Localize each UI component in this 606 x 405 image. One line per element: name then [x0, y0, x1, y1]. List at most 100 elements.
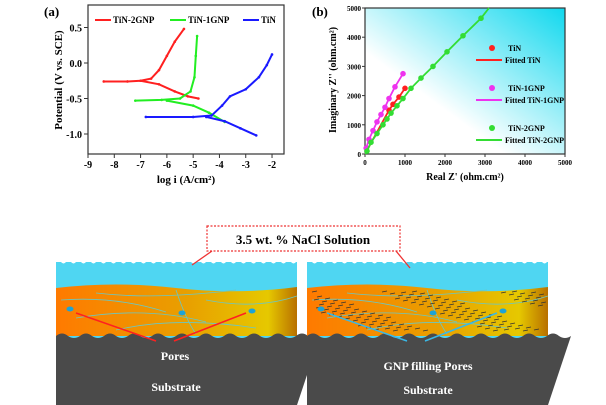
- gnp-flake: [366, 315, 373, 318]
- data-point: [257, 75, 261, 79]
- legend-label: TiN-1GNP: [188, 15, 230, 25]
- solution-arrow: [395, 250, 411, 269]
- solution-label-box: [206, 225, 401, 252]
- x-tick-label: -6: [163, 160, 171, 171]
- gnp-flake: [342, 309, 349, 312]
- series-line-TiN: [206, 115, 257, 137]
- legend-fit-label: Fitted TiN-2GNP: [505, 136, 564, 145]
- gnp-flake: [469, 312, 476, 315]
- solution-surface: [56, 255, 306, 264]
- gnp-flake: [352, 319, 359, 322]
- pore: [317, 306, 325, 312]
- data-point: [374, 130, 380, 137]
- data-point: [388, 110, 394, 116]
- data-point: [102, 80, 106, 83]
- data-point: [478, 15, 484, 22]
- pore: [429, 310, 437, 316]
- y-tick-label: 2000: [347, 93, 362, 101]
- data-point: [191, 104, 195, 107]
- gnp-flake: [376, 325, 383, 328]
- gnp-flake: [496, 315, 503, 318]
- data-point: [228, 95, 232, 98]
- data-point: [400, 70, 406, 77]
- gnp-flake: [522, 329, 529, 332]
- crack-line: [326, 312, 458, 323]
- data-point: [165, 54, 169, 58]
- gnp-flake: [503, 328, 510, 331]
- gnp-flake: [329, 302, 336, 305]
- gnp-flake: [426, 305, 433, 308]
- gnp-flake: [466, 315, 473, 318]
- gnp-flake: [495, 326, 502, 329]
- gnp-flake: [348, 303, 355, 306]
- data-point: [210, 114, 213, 117]
- gnp-flake: [331, 310, 338, 313]
- gnp-flake: [524, 297, 531, 300]
- gnp-flake: [369, 312, 376, 315]
- substrate-label: Substrate: [403, 383, 453, 397]
- gnp-flake: [324, 297, 331, 300]
- gnp-flake: [424, 297, 431, 300]
- gnp-flake: [450, 311, 457, 314]
- gnp-flake: [360, 321, 367, 324]
- gnp-flake: [377, 314, 384, 317]
- pore: [248, 308, 256, 314]
- solution-label: 3.5 wt. % NaCl Solution: [236, 232, 371, 247]
- data-point: [160, 98, 163, 102]
- panel-label: (b): [312, 4, 328, 19]
- coating-layer: [307, 284, 548, 336]
- crack-line: [75, 312, 207, 323]
- gnp-flake: [313, 298, 320, 301]
- crack-line: [175, 289, 197, 335]
- data-point: [386, 95, 392, 102]
- data-point: [186, 95, 190, 98]
- corrosion-diagram: Pores Substrate GNP filling Pores Substrate…: [56, 225, 571, 405]
- y-tick-label: 1000: [347, 122, 362, 130]
- data-point: [364, 148, 370, 154]
- data-point: [270, 53, 274, 56]
- solution-arrow: [191, 250, 213, 266]
- gnp-flake: [525, 326, 532, 329]
- gnp-flake: [403, 328, 410, 331]
- pore-arrow: [75, 312, 157, 342]
- data-point: [205, 115, 208, 119]
- gnp-flake: [533, 328, 540, 331]
- gnp-flake: [398, 323, 405, 326]
- x-tick-label: -3: [242, 160, 250, 171]
- gnp-flake: [532, 299, 539, 302]
- legend-label: TiN: [508, 44, 521, 53]
- gnp-flake: [345, 306, 352, 309]
- gnp-flake: [455, 316, 462, 319]
- data-point: [207, 111, 211, 114]
- legend-marker: [489, 85, 495, 91]
- gnp-flake: [482, 319, 489, 322]
- gnp-flake: [355, 316, 362, 319]
- gnp-flake: [337, 304, 344, 307]
- data-point: [191, 115, 195, 119]
- gnp-flake: [500, 291, 507, 294]
- gnp-flake: [453, 308, 460, 311]
- gnp-flake: [479, 322, 486, 325]
- gnp-flake: [474, 317, 481, 320]
- gnp-flake: [519, 292, 526, 295]
- gnp-flake: [400, 291, 407, 294]
- data-point: [382, 104, 388, 111]
- data-point: [193, 75, 196, 79]
- gnp-flake: [434, 307, 441, 310]
- x-tick-label: 5000: [558, 159, 573, 167]
- data-point: [239, 127, 242, 130]
- nyquist-chart: (b) 0 1000 2000 3000 4000 5000 0 1000 2000 3000 400…: [312, 4, 573, 183]
- gnp-flake: [490, 321, 497, 324]
- gnp-flake: [371, 320, 378, 323]
- solution-surface: [307, 255, 557, 264]
- gnp-flake: [535, 296, 542, 299]
- gnp-flake: [416, 295, 423, 298]
- data-point: [189, 90, 192, 93]
- gnp-flake: [461, 310, 468, 313]
- gnp-flake: [451, 300, 458, 303]
- gnp-pores-label: GNP filling Pores: [383, 359, 472, 373]
- gnp-flake: [493, 318, 500, 321]
- gnp-flake: [440, 301, 447, 304]
- data-point: [380, 122, 386, 128]
